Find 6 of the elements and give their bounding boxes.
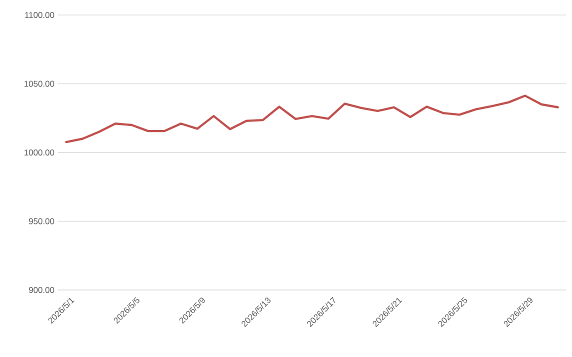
y-tick-label: 900.00 <box>28 287 54 293</box>
y-tick-label: 1000.00 <box>24 150 54 156</box>
y-tick-label: 1050.00 <box>24 80 54 87</box>
line-series <box>65 94 559 144</box>
y-tick-label: 1100.00 <box>25 12 54 18</box>
y-tick-label: 950.00 <box>28 218 54 224</box>
